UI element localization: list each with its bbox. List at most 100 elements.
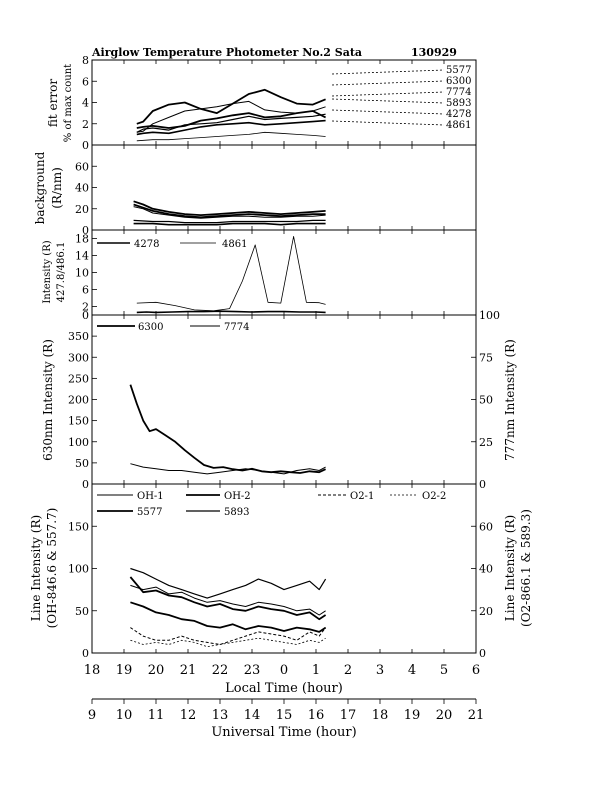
y-right-tick-label: 100	[479, 309, 500, 322]
legend-label-5893: 5893	[224, 507, 249, 518]
series-line-6300	[136, 88, 326, 125]
y-right-axis-label: (O2-866.1 & 589.3)	[519, 509, 533, 627]
figure-date: 130929	[411, 46, 457, 59]
universal-time-tick-label: 16	[308, 708, 325, 723]
y-axis-label: fit error	[46, 79, 60, 127]
universal-time-tick-label: 18	[372, 708, 389, 723]
legend-label-7774: 7774	[446, 87, 471, 98]
panel-630-777: 0 50 100 150 200 250 300 350 0 25 50 75 100 630nm Int…	[41, 309, 517, 491]
universal-time-tick-label: 19	[404, 708, 421, 723]
y-right-tick-label: 0	[479, 647, 486, 660]
y-tick-label: 6	[82, 75, 89, 88]
legend-label-OH-1: OH-1	[137, 491, 164, 502]
local-time-tick-label: 18	[84, 663, 101, 678]
legend-leader	[331, 109, 445, 115]
local-time-tick-label: 3	[376, 663, 384, 678]
y-right-tick-label: 20	[479, 605, 493, 618]
y-axis-label: 427.8/486.1	[56, 242, 67, 303]
y-tick-label: 10	[75, 267, 89, 280]
universal-time-tick-label: 9	[88, 708, 96, 723]
universal-time-tick-label: 14	[244, 708, 261, 723]
series-line-5893	[136, 113, 326, 133]
legend-label-4861: 4861	[446, 120, 471, 131]
y-tick-label: 50	[75, 605, 89, 618]
y-tick-label: 0	[82, 139, 89, 152]
intensity-630-legend: 6300 7774	[97, 322, 249, 333]
legend-leader	[331, 98, 445, 104]
y-right-axis-label: 777nm Intensity (R)	[503, 339, 517, 461]
y-right-axis-label: Line Intensity (R)	[503, 515, 517, 621]
y-tick-label: 20	[75, 203, 89, 216]
y-axis-label: 630nm Intensity (R)	[41, 339, 55, 461]
series-line-7774	[136, 100, 326, 133]
series-line-5893	[130, 567, 327, 599]
y-tick-label: 4	[82, 97, 89, 110]
series-group	[136, 235, 326, 314]
local-time-tick-label: 20	[148, 663, 165, 678]
universal-time-tick-label: 20	[436, 708, 453, 723]
y-axis-label: background	[33, 151, 47, 224]
y-tick-label: 150	[68, 415, 89, 428]
local-time-tick-label: 5	[440, 663, 448, 678]
legend-leader	[331, 120, 445, 126]
series-line-OH-1	[130, 584, 326, 616]
legend-label-5577: 5577	[446, 65, 471, 76]
local-time-tick-label: 22	[212, 663, 229, 678]
legend-leader	[331, 80, 445, 86]
series-group	[136, 88, 327, 142]
y-tick-label: 0	[82, 309, 89, 322]
local-time-tick-label: 19	[116, 663, 133, 678]
y-right-tick-label: 60	[479, 520, 493, 533]
figure-title: Airglow Temperature Photometer No.2 Sata	[91, 46, 362, 59]
legend-label-OH-2: OH-2	[224, 491, 251, 502]
universal-time-tick-label: 10	[116, 708, 133, 723]
y-tick-label: 150	[68, 520, 89, 533]
universal-time-tick-label: 13	[212, 708, 229, 723]
legend-leader	[331, 69, 445, 75]
y-right-tick-label: 25	[479, 436, 493, 449]
series-group	[129, 567, 327, 648]
series-line-6300	[129, 384, 326, 474]
series-line-4278	[133, 222, 326, 226]
local-time-tick-label: 2	[344, 663, 352, 678]
series-line-5577	[130, 601, 327, 633]
y-tick-label: 60	[75, 160, 89, 173]
legend-label-4278: 4278	[134, 239, 159, 250]
series-line-4278	[136, 310, 326, 314]
universal-time-tick-label: 12	[180, 708, 197, 723]
legend-label-O2-2: O2-2	[422, 491, 446, 502]
y-right-tick-label: 75	[479, 351, 493, 364]
y-tick-label: 6	[82, 284, 89, 297]
y-tick-label: 0	[82, 478, 89, 491]
y-tick-label: 50	[75, 457, 89, 470]
legend-leader	[331, 91, 445, 97]
y-tick-label: 0	[82, 224, 89, 237]
series-line-OH-2	[129, 576, 327, 621]
local-time-tick-label: 6	[472, 663, 480, 678]
series-line-O2-1	[130, 627, 326, 645]
local-time-tick-label: 23	[244, 663, 261, 678]
local-time-tick-label: 21	[180, 663, 197, 678]
y-tick-label: 8	[82, 54, 89, 67]
y-tick-label: 18	[75, 233, 89, 246]
y-axis-label: % of max count	[63, 64, 74, 142]
local-time-tick-label: 0	[280, 663, 288, 678]
y-right-tick-label: 40	[479, 563, 493, 576]
series-line-6300	[133, 203, 326, 219]
legend-label-5893: 5893	[446, 98, 471, 109]
universal-time-tick-label: 15	[276, 708, 293, 723]
legend-label-6300: 6300	[138, 322, 163, 333]
y-axis-label: Intensity (R)	[42, 240, 53, 303]
series-line-5893	[133, 219, 326, 224]
legend-label-6300: 6300	[446, 76, 471, 87]
panel-intensity-427-486: 02 6 10 14 18 Intensity (R) 427.8/486.1	[42, 229, 477, 322]
local-time-axis-label: Local Time (hour)	[225, 681, 343, 696]
y-tick-label: 250	[68, 372, 89, 385]
series-line-4861	[136, 131, 326, 142]
intensity-legend: 4278 4861	[97, 239, 247, 250]
legend-label-O2-1: O2-1	[350, 491, 374, 502]
y-tick-label: 14	[75, 250, 89, 263]
legend-label-7774: 7774	[224, 322, 249, 333]
legend-label-5577: 5577	[137, 507, 162, 518]
